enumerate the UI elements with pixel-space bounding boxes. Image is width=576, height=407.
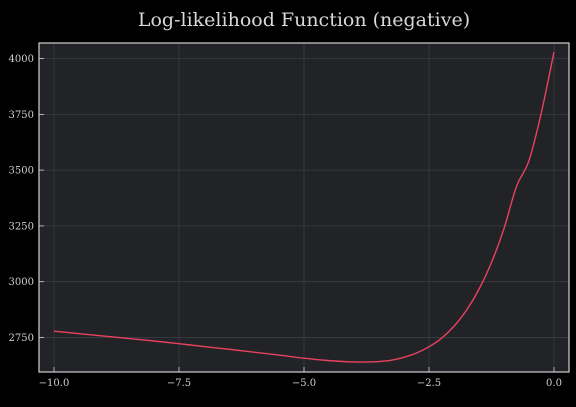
grid [39,43,569,372]
x-axis: −10.0 −7.5 −5.0 −2.5 0.0 [39,367,562,389]
x-tick-label: 0.0 [546,378,562,389]
x-tick-label: −10.0 [39,378,70,389]
x-tick-label: −2.5 [417,378,441,389]
y-axis: 2750 3000 3250 3500 3750 4000 [9,54,44,344]
x-tick-label: −5.0 [292,378,316,389]
y-tick-label: 3000 [9,277,34,288]
y-tick-label: 4000 [9,54,34,65]
y-tick-label: 3250 [9,221,34,232]
chart-title: Log-likelihood Function (negative) [138,9,470,31]
y-tick-label: 3750 [9,110,34,121]
y-tick-label: 3500 [9,166,34,177]
y-tick-label: 2750 [9,333,34,344]
data-series [53,51,555,363]
series-line [53,51,555,363]
x-tick-label: −7.5 [167,378,191,389]
